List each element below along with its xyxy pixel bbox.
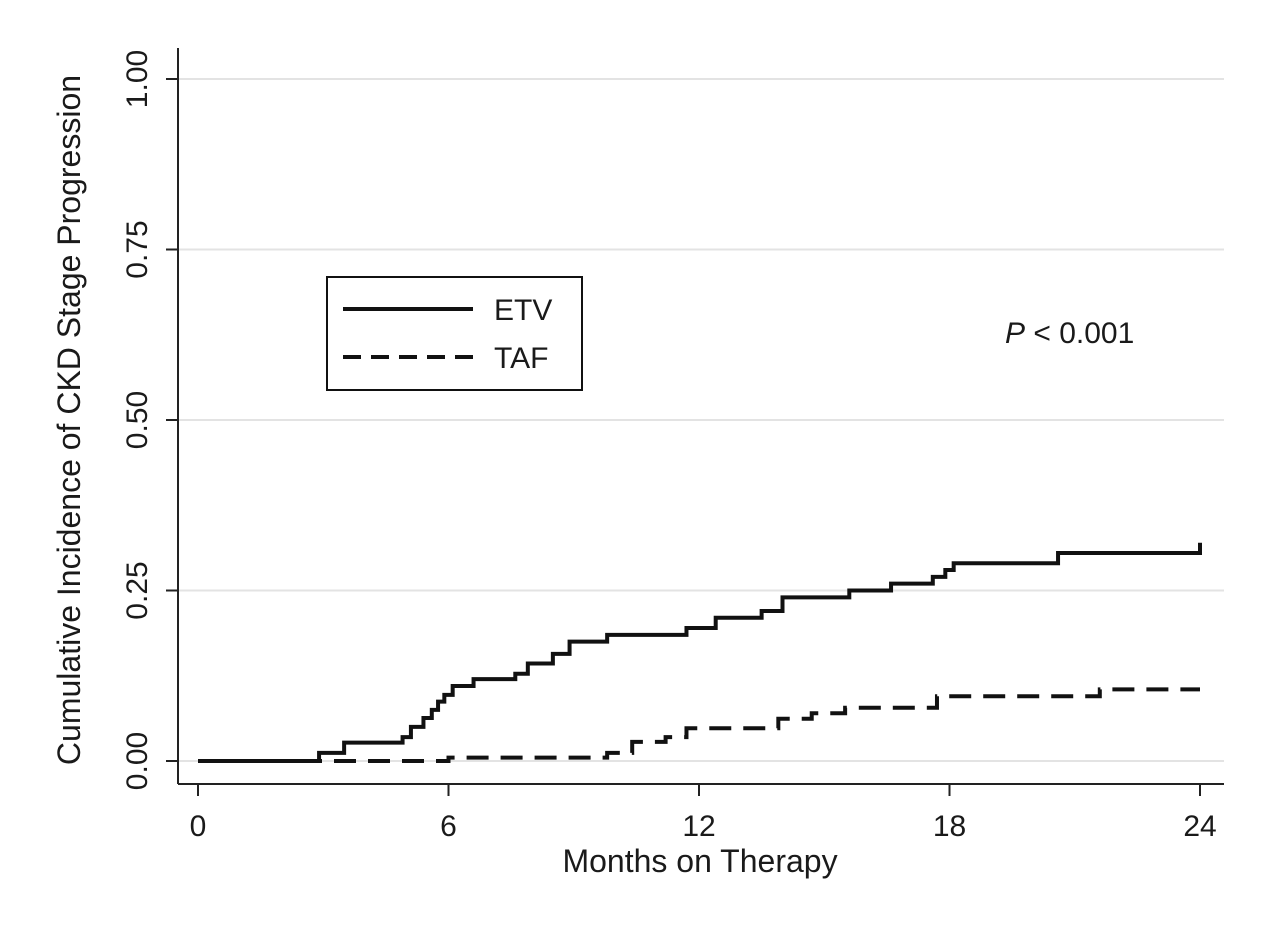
y-tick-label: 0.75 xyxy=(121,220,154,278)
tick-labels: 0.00 0.25 0.50 0.75 1.00 0 6 12 18 24 xyxy=(121,50,1217,843)
series-line-etv xyxy=(198,542,1202,763)
gridlines xyxy=(178,78,1224,762)
y-tick-label: 1.00 xyxy=(121,50,154,108)
p-value-annotation: P < 0.001 xyxy=(1005,317,1134,350)
axes xyxy=(166,48,1224,796)
series-line-taf xyxy=(198,687,1200,763)
x-tick-label: 0 xyxy=(190,810,207,843)
x-tick-label: 18 xyxy=(933,810,966,843)
x-tick-label: 6 xyxy=(440,810,457,843)
legend-label-etv: ETV xyxy=(494,294,552,327)
legend-box xyxy=(326,276,583,391)
y-axis-title: Cumulative Incidence of CKD Stage Progre… xyxy=(51,75,87,765)
x-tick-label: 24 xyxy=(1183,810,1216,843)
p-symbol: P xyxy=(1005,317,1025,350)
legend-label-taf: TAF xyxy=(494,342,548,375)
y-tick-label: 0.50 xyxy=(121,391,154,449)
series-lines xyxy=(198,542,1202,763)
y-tick-label: 0.25 xyxy=(121,561,154,619)
x-tick-label: 12 xyxy=(682,810,715,843)
p-value-text: < 0.001 xyxy=(1025,317,1134,350)
y-tick-label: 0.00 xyxy=(121,732,154,790)
legend: ETV TAF xyxy=(326,276,583,391)
x-axis-title: Months on Therapy xyxy=(562,843,837,879)
